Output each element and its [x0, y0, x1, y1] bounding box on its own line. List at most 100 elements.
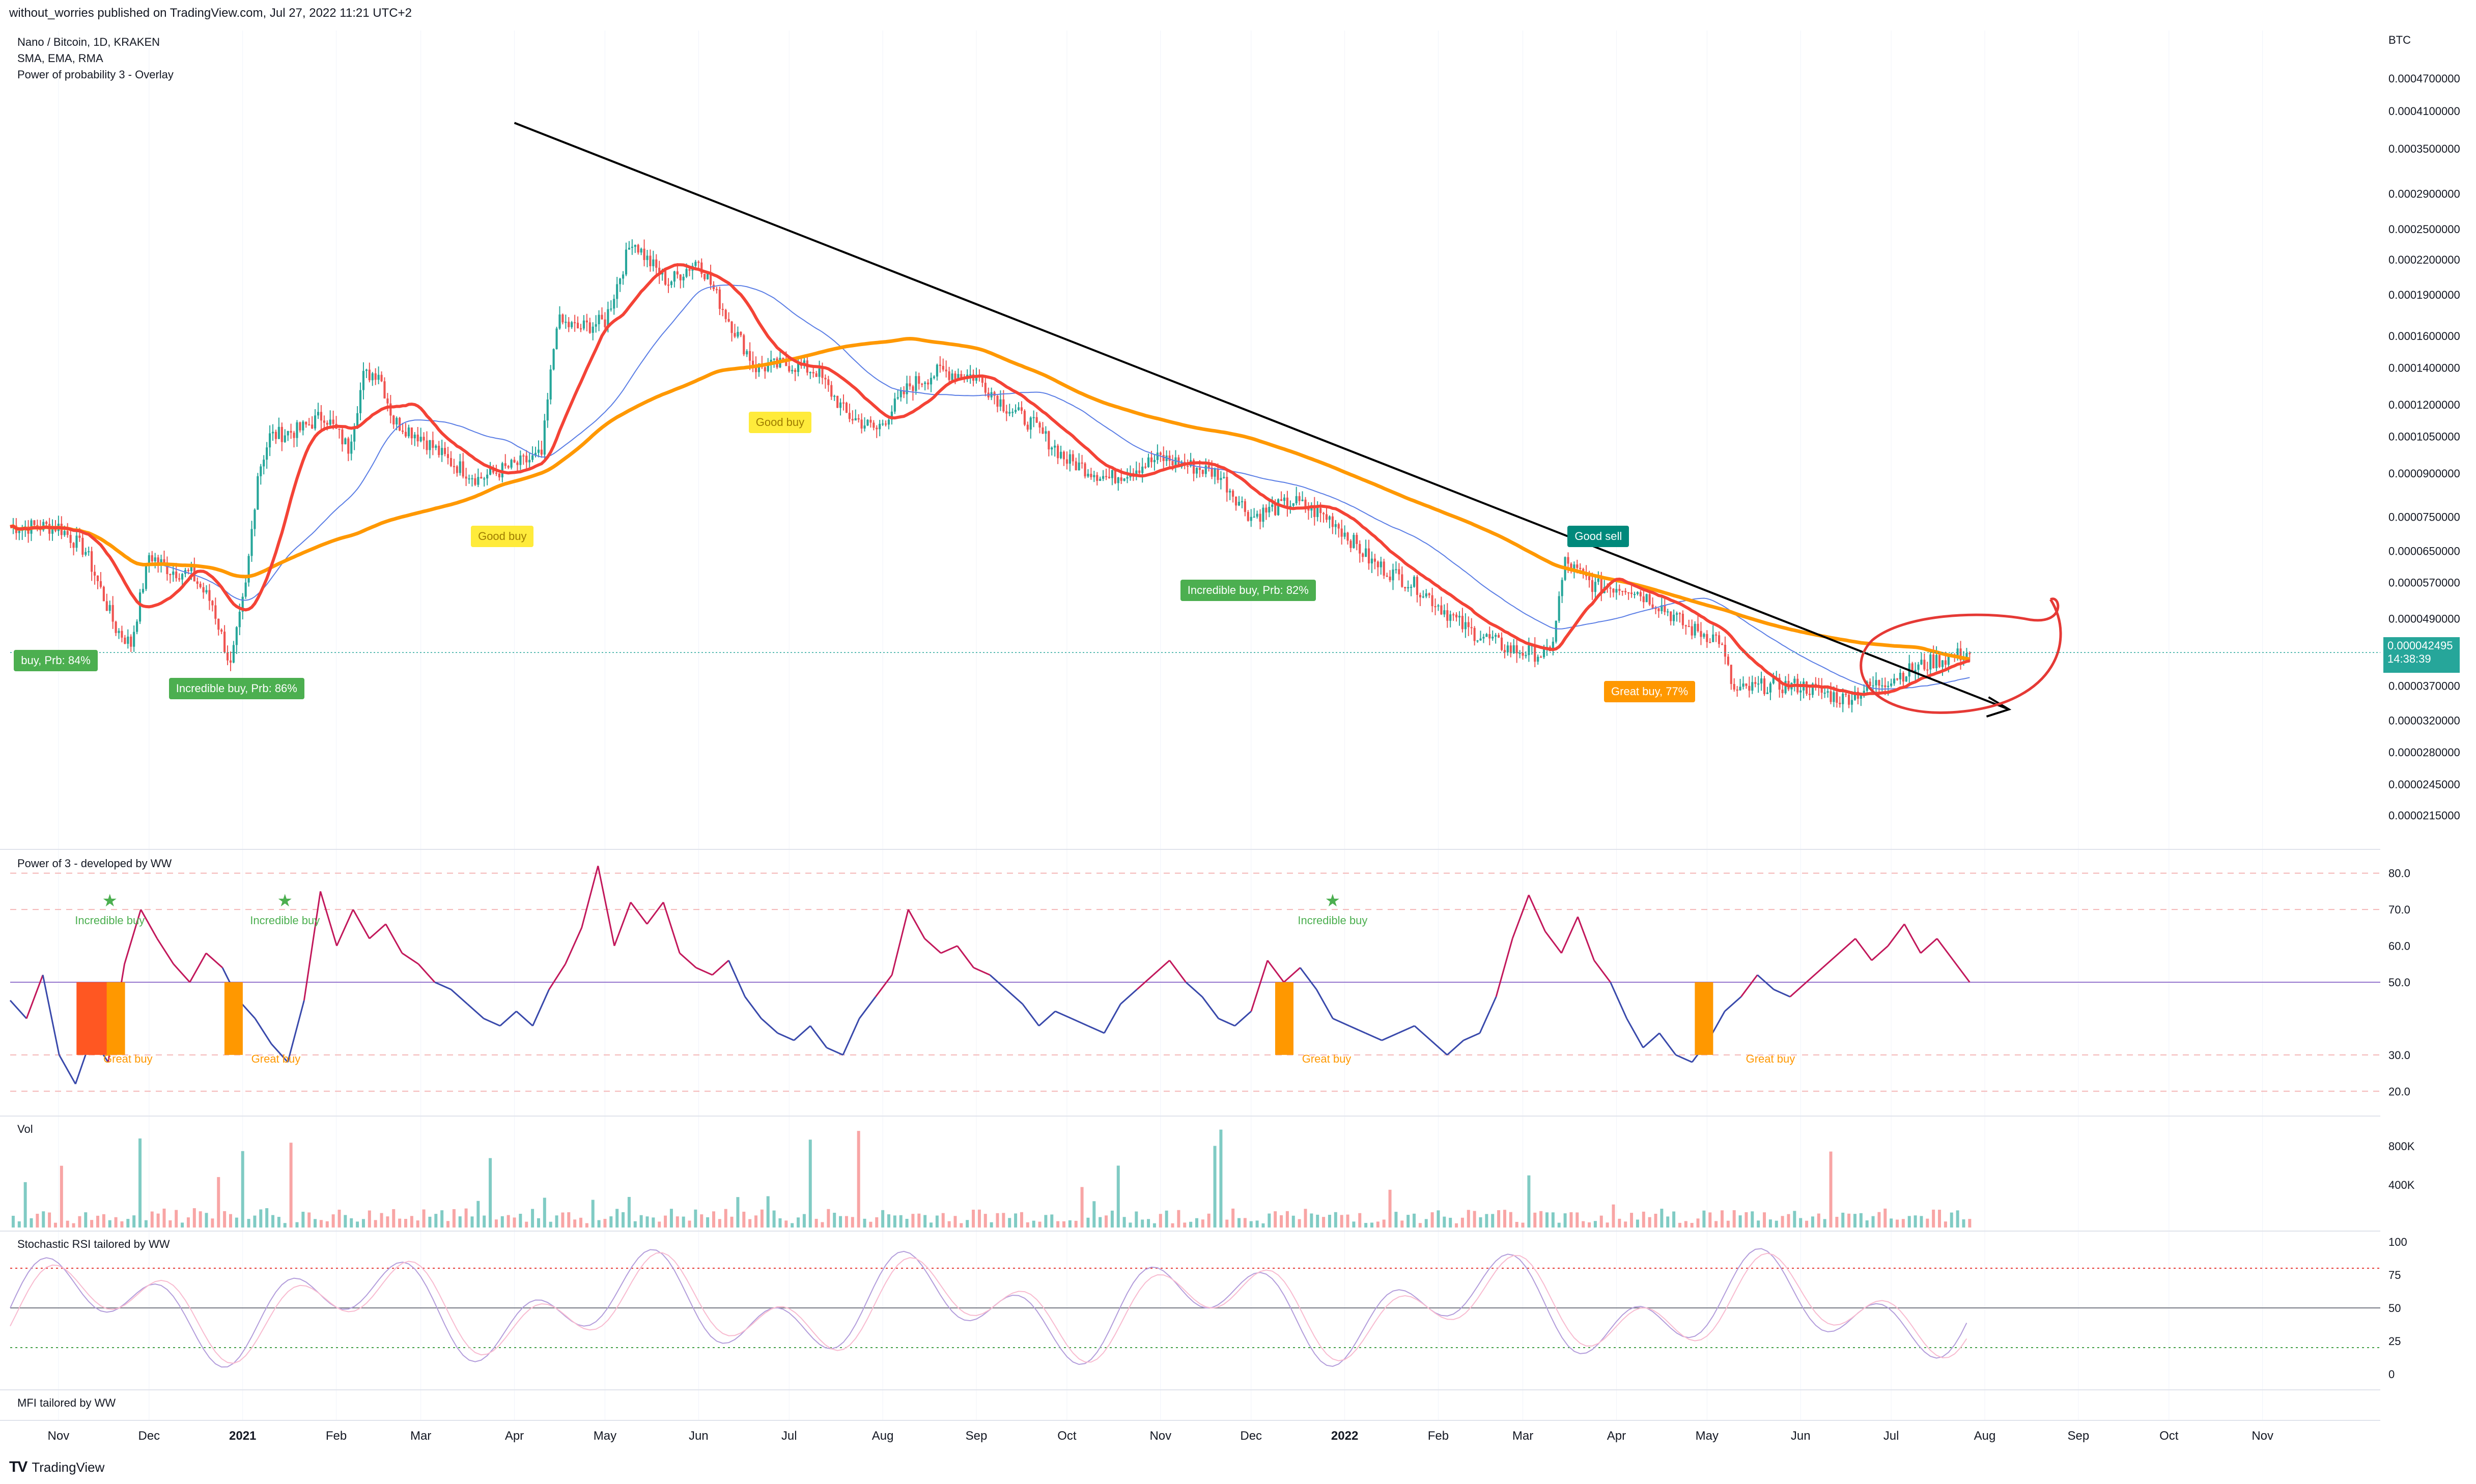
candle-body — [1633, 594, 1636, 595]
power-line-segment — [1495, 938, 1513, 997]
price-tick-label: 0.0000490000 — [2388, 612, 2460, 625]
candle-body — [1839, 702, 1841, 704]
power-line-segment — [891, 909, 909, 976]
volume-bar — [72, 1223, 75, 1228]
volume-bar — [821, 1222, 824, 1228]
candle-body — [1144, 466, 1147, 468]
volume-bar — [1177, 1210, 1180, 1228]
volume-bar — [639, 1215, 643, 1228]
candle-body — [368, 369, 371, 381]
candle-body — [257, 476, 259, 510]
candle-body — [546, 399, 549, 421]
power-line-segment — [793, 1025, 811, 1041]
candle-body — [1923, 660, 1926, 670]
candle-body — [1932, 654, 1935, 668]
candle-body — [1449, 614, 1452, 621]
candle-body — [1370, 558, 1373, 564]
volume-bar — [181, 1222, 184, 1228]
candle-body — [115, 621, 117, 633]
candle-body — [1850, 700, 1853, 705]
pane-separator[interactable] — [0, 1116, 2380, 1117]
candle-body — [1833, 692, 1835, 702]
time-tick-label: Nov — [1149, 1429, 1172, 1443]
volume-bar — [1684, 1221, 1687, 1228]
candle-body — [1068, 454, 1071, 464]
symbol-legend[interactable]: Nano / Bitcoin, 1D, KRAKEN — [17, 36, 160, 48]
mfi-pane-title[interactable]: MFI tailored by WW — [17, 1396, 116, 1409]
candle-body — [1376, 561, 1379, 567]
volume-bar — [1521, 1222, 1525, 1228]
pane-separator[interactable] — [0, 1389, 2380, 1390]
candle-body — [616, 284, 618, 299]
candle-body — [866, 419, 869, 426]
candle-body — [839, 402, 842, 408]
power-line-segment — [1903, 923, 1922, 954]
candle-body — [860, 419, 863, 429]
candle-body — [474, 478, 476, 485]
power-pane-title[interactable]: Power of 3 - developed by WW — [17, 857, 172, 870]
candle-body — [1458, 616, 1461, 618]
candle-body — [1117, 477, 1119, 483]
candle-body — [284, 435, 286, 442]
candle-body — [277, 426, 280, 439]
stoch-pane-title[interactable]: Stochastic RSI tailored by WW — [17, 1238, 170, 1250]
candle-body — [1455, 614, 1458, 618]
candle-body — [1793, 678, 1796, 683]
candle-body — [1365, 548, 1367, 557]
price-tick-label: 0.0001050000 — [2388, 431, 2460, 443]
candle-body — [426, 440, 428, 450]
price-tick-label: 0.0000320000 — [2388, 714, 2460, 727]
candle-body — [260, 466, 262, 476]
volume-bar — [1509, 1212, 1512, 1228]
candle-body — [1579, 567, 1582, 569]
candle-body — [673, 271, 676, 282]
volume-bar — [1310, 1213, 1313, 1228]
candle-body — [1542, 649, 1545, 658]
volume-bar — [1152, 1223, 1156, 1228]
tradingview-logo[interactable]: TV TradingView — [9, 1459, 104, 1476]
candle-body — [960, 374, 963, 378]
candle-body — [519, 455, 522, 465]
volume-bar — [1962, 1219, 1965, 1228]
candle-body — [435, 445, 437, 448]
time-tick-label: Feb — [1427, 1429, 1449, 1443]
price-axis: 0.0004700000 0.0004100000 0.0003500000 0.00… — [2388, 72, 2460, 822]
volume-bar — [736, 1197, 740, 1228]
volume-pane-title[interactable]: Vol — [17, 1123, 33, 1135]
candle-body — [1298, 496, 1301, 501]
volume-bar — [350, 1218, 353, 1228]
power-line-segment — [777, 1032, 795, 1041]
candle-body — [1944, 660, 1947, 665]
candle-body — [136, 621, 138, 632]
power-signal-bar — [1695, 982, 1713, 1055]
candle-body — [827, 379, 830, 385]
price-tick-label: 0.0000280000 — [2388, 746, 2460, 759]
volume-bar — [1527, 1175, 1531, 1228]
power-line-segment — [1724, 996, 1742, 1012]
candle-body — [981, 377, 983, 383]
candle-body — [628, 247, 630, 250]
power-line-segment — [1626, 1018, 1644, 1048]
candle-body — [1709, 642, 1711, 643]
volume-bar — [1926, 1218, 1929, 1228]
candle-body — [410, 427, 413, 439]
power-line-segment — [1136, 974, 1154, 990]
volume-bar — [1956, 1210, 1959, 1228]
candle-body — [1853, 691, 1856, 700]
candle-body — [63, 531, 66, 535]
time-tick-label: Sep — [2067, 1429, 2090, 1443]
volume-bar — [1914, 1215, 1917, 1228]
candle-body — [537, 449, 540, 453]
candle-body — [640, 248, 642, 253]
volume-bar — [1455, 1223, 1458, 1228]
power-line-segment — [907, 909, 925, 939]
pane-separator[interactable] — [0, 849, 2380, 850]
candle-body — [1232, 491, 1234, 497]
candle-body — [1920, 660, 1923, 665]
pane-separator[interactable] — [0, 1231, 2380, 1232]
ma-legend[interactable]: SMA, EMA, RMA — [17, 52, 103, 65]
overlay-legend[interactable]: Power of probability 3 - Overlay — [17, 68, 174, 81]
candle-body — [444, 448, 446, 454]
candle-body — [290, 431, 292, 433]
